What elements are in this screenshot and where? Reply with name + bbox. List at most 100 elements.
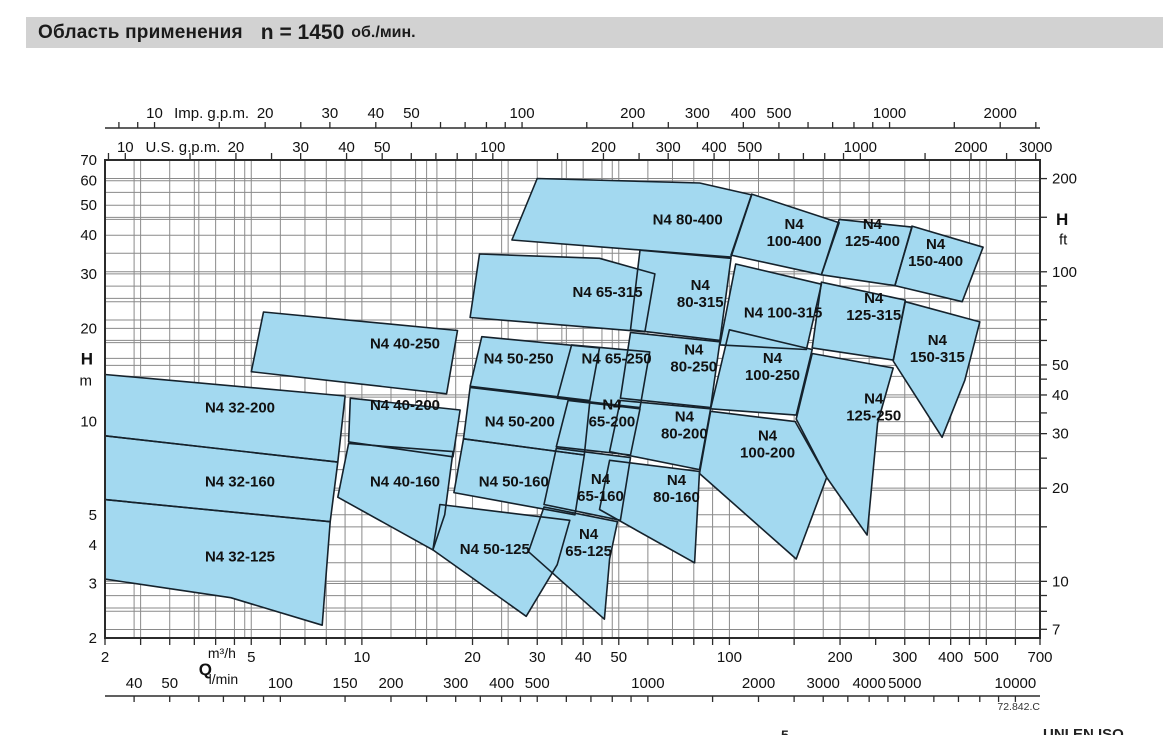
pump-region-n4-65-125 [528,507,618,620]
svg-text:50: 50 [1052,357,1069,374]
pump-region-n4-40-160 [337,443,453,550]
svg-text:30: 30 [1052,426,1069,443]
pump-region-n4-100-315 [719,264,822,350]
clipped-footer-left: 5 [781,727,789,735]
svg-text:10: 10 [354,649,371,666]
svg-text:700: 700 [1027,649,1052,666]
region-label-n4-40-160: N4 40-160 [370,474,440,491]
top-flow-axes: 10 20 30 40 50 100 200 300 400 500 1000 2000 Imp. g.… [105,105,1052,160]
lmin-unit-label: l/min [209,671,239,687]
svg-text:40: 40 [80,227,97,244]
title-speed-unit: об./мин. [351,23,416,41]
drawing-code: 72.842.C [997,701,1040,713]
region-label-n4-100-315: N4 100-315 [744,305,822,322]
pump-region-fills [105,178,984,626]
page-title: Область применения [38,21,243,43]
pump-region-n4-80-400 [511,178,752,258]
svg-text:3000: 3000 [807,675,840,692]
title-bar: Область применения n = 1450 об./мин. [26,17,1163,48]
svg-text:500: 500 [525,675,550,692]
pump-region-outlines [104,177,984,626]
us-gpm-unit-label: U.S. g.p.m. [145,139,220,156]
region-label-n4-125-250: N4 125-250 [846,390,901,424]
pump-region-n4-32-160 [105,435,338,522]
region-label-n4-50-160: N4 50-160 [479,474,549,491]
svg-text:50: 50 [161,675,178,692]
svg-text:3: 3 [89,575,97,592]
region-label-n4-65-125: N4 65-125 [565,526,612,560]
svg-text:2: 2 [101,649,109,666]
head-axis-symbol-left: H [81,349,93,368]
svg-text:200: 200 [620,105,645,122]
flow-axis-symbol: Q [199,660,212,679]
svg-text:200: 200 [1052,171,1077,188]
pump-region-n4-40-250 [251,312,458,394]
region-label-n4-80-160: N4 80-160 [653,472,700,506]
svg-text:7: 7 [1052,621,1060,638]
pump-region-n4-40-200 [348,398,461,457]
svg-text:400: 400 [938,649,963,666]
svg-text:1000: 1000 [844,139,877,156]
pump-region-labels: N4 32-200 N4 32-160 N4 32-125 N4 40-250 N4 4… [205,211,965,565]
region-label-n4-65-200: N4 65-200 [589,397,636,431]
region-label-n4-32-125: N4 32-125 [205,548,275,565]
pump-region-n4-150-400 [894,226,984,302]
pump-region-n4-65-315 [470,254,655,332]
pump-region-n4-32-125 [105,499,331,626]
svg-text:200: 200 [378,675,403,692]
svg-text:1000: 1000 [873,105,906,122]
svg-text:70: 70 [80,152,97,169]
svg-text:400: 400 [731,105,756,122]
region-label-n4-40-250: N4 40-250 [370,335,440,352]
svg-text:20: 20 [257,105,274,122]
region-label-n4-50-250: N4 50-250 [484,350,554,367]
title-speed: n = 1450 [260,20,345,44]
svg-text:40: 40 [367,105,384,122]
m3h-unit-label: m³/h [208,645,236,661]
svg-text:10: 10 [117,139,134,156]
region-label-n4-125-315: N4 125-315 [846,290,901,324]
svg-text:60: 60 [80,173,97,190]
svg-text:300: 300 [656,139,681,156]
svg-text:4000: 4000 [852,675,885,692]
clipped-footer-right: UNI EN ISO 9906:2012 [1043,726,1124,735]
svg-text:150: 150 [333,675,358,692]
pump-region-n4-32-200 [105,374,346,463]
region-label-n4-40-200: N4 40-200 [370,397,440,414]
svg-text:2000: 2000 [742,675,775,692]
region-label-n4-80-315: N4 80-315 [677,277,724,311]
region-label-n4-100-250: N4 100-250 [745,350,800,384]
pump-region-n4-100-200 [699,411,827,559]
svg-text:2: 2 [89,630,97,647]
svg-text:300: 300 [892,649,917,666]
svg-text:20: 20 [80,320,97,337]
head-axis-ft: 200 100 50 40 30 20 10 7 Hft [1040,171,1077,638]
pump-region-n4-80-315 [630,250,731,341]
region-label-n4-32-160: N4 32-160 [205,474,275,491]
region-label-n4-32-200: N4 32-200 [205,400,275,417]
pump-region-n4-80-200 [609,400,711,470]
svg-text:10: 10 [146,105,163,122]
region-label-n4-65-250: N4 65-250 [581,350,651,367]
head-axis-symbol-right: H [1056,210,1068,229]
head-axis-m: 70 60 50 40 30 20 10 5 4 3 2 Hm [80,152,98,647]
region-label-n4-125-400: N4 125-400 [845,216,900,250]
svg-text:50: 50 [610,649,627,666]
svg-text:300: 300 [443,675,468,692]
svg-text:10: 10 [1052,573,1069,590]
svg-text:2000: 2000 [954,139,987,156]
region-label-n4-50-125: N4 50-125 [460,541,530,558]
svg-text:500: 500 [974,649,999,666]
svg-text:400: 400 [489,675,514,692]
region-label-n4-80-200: N4 80-200 [661,408,708,442]
svg-text:5: 5 [89,507,97,524]
svg-text:5: 5 [247,649,255,666]
region-label-n4-50-200: N4 50-200 [485,414,555,431]
svg-text:1000: 1000 [631,675,664,692]
region-label-n4-150-400: N4 150-400 [908,236,963,270]
pump-region-n4-125-250 [796,353,894,536]
svg-text:40: 40 [126,675,143,692]
svg-text:10: 10 [80,414,97,431]
